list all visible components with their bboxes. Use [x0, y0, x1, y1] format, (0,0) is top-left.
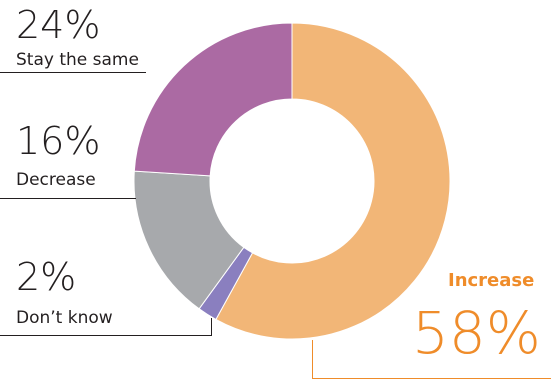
donut-slice-stay-the-same — [133, 22, 293, 177]
donut-slice-increase — [215, 22, 451, 340]
decrease-leader — [0, 198, 136, 199]
stay-same-leader — [0, 72, 146, 73]
decrease-percent: 16% — [16, 119, 101, 163]
increase-label: Increase — [448, 270, 535, 291]
dont-know-percent: 2% — [16, 255, 77, 299]
increase-leader-h — [312, 378, 551, 379]
increase-leader-v — [312, 340, 313, 379]
increase-percent: 58% — [412, 299, 541, 367]
dont-know-leader-v — [211, 318, 212, 336]
stay-same-percent: 24% — [16, 3, 101, 47]
dont-know-leader-h — [0, 335, 212, 336]
decrease-label: Decrease — [16, 170, 96, 190]
dont-know-label: Don’t know — [16, 308, 113, 328]
donut-slice-decrease — [133, 170, 245, 310]
stay-same-label: Stay the same — [16, 50, 139, 70]
